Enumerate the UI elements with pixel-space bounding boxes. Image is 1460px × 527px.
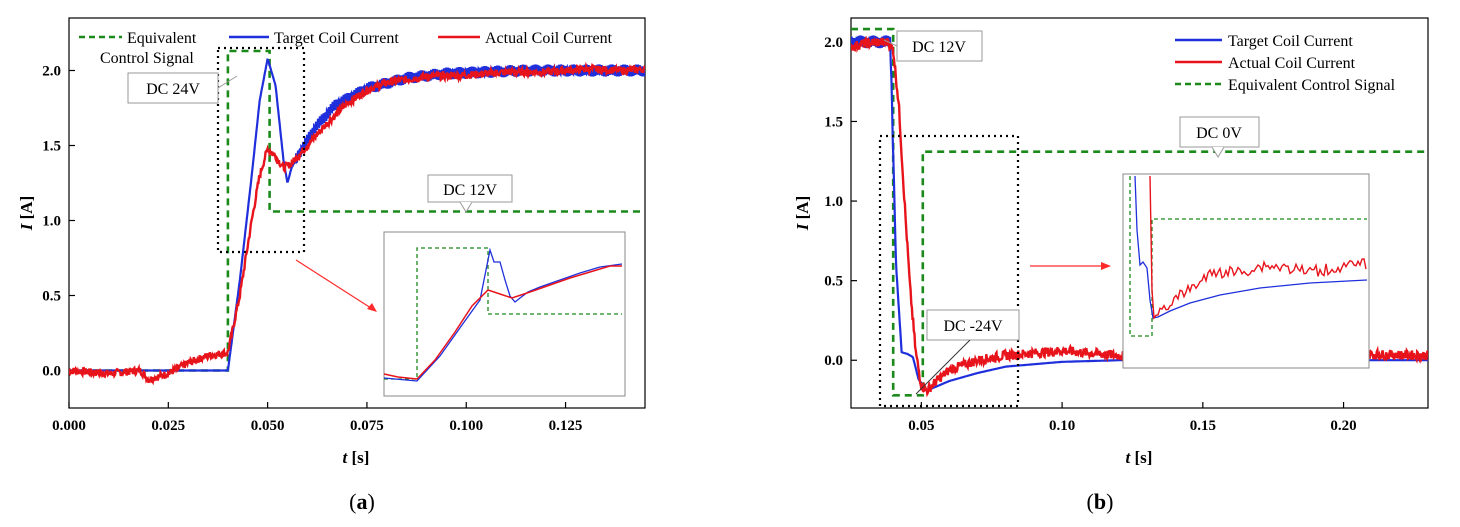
panel-a-inset <box>383 231 626 397</box>
x-tick-label: 0.15 <box>1190 418 1216 434</box>
y-tick-label: 0.0 <box>42 364 61 380</box>
callout-a2-text: DC 12V <box>443 182 497 199</box>
panel-b-inset-frame <box>1122 173 1370 369</box>
panel-a-xlabel: t [s] <box>343 448 370 467</box>
legend-b-actual: Actual Coil Current <box>1228 55 1356 72</box>
panel-a-ylabel: I [A] <box>17 196 36 231</box>
inset-a-control-line <box>384 247 622 380</box>
inset-b-target-line <box>1134 175 1368 319</box>
x-tick-label: 0.125 <box>549 418 583 434</box>
legend-a-control-1: Equivalent <box>127 30 197 47</box>
panel-a-zoom-arrowhead <box>367 303 377 312</box>
y-tick-label: 0.5 <box>42 289 61 305</box>
callout-dc24v: DC 24V <box>127 72 238 104</box>
legend-a-target: Target Coil Current <box>274 30 399 47</box>
x-tick-label: 0.10 <box>1049 418 1075 434</box>
panel-a-series <box>69 49 645 386</box>
x-tick-label: 0.20 <box>1330 418 1356 434</box>
x-tick-label: 0.000 <box>52 418 86 434</box>
panel-b-plot-frame <box>850 17 1429 409</box>
panel-b-zoom-box <box>878 134 1020 408</box>
legend-a-control-2: Control Signal <box>100 50 194 67</box>
y-tick-label: 2.0 <box>42 64 61 80</box>
legend-a-actual: Actual Coil Current <box>485 30 613 47</box>
panel-a: 0.000 0.025 0.050 0.075 0.100 0.125 0.0 0.5 1.0 1… <box>17 17 646 514</box>
inset-b-actual-line <box>1149 175 1367 320</box>
callout-dc12v-a: DC 12V <box>427 174 513 213</box>
panel-b-ylabel: I [A] <box>793 196 812 231</box>
callout-dc-24v: DC -24V <box>915 309 1020 395</box>
inset-a-target-line <box>383 247 623 382</box>
callout-dc0v: DC 0V <box>1179 116 1260 158</box>
panel-b: 0.05 0.10 0.15 0.20 0.0 0.5 1.0 1.5 2.0 DC 12V D… <box>793 17 1429 514</box>
x-tick-label: 0.075 <box>350 418 384 434</box>
y-tick-label: 2.0 <box>824 35 843 51</box>
callout-a1-text: DC 24V <box>146 81 200 98</box>
x-tick-label: 0.025 <box>151 418 185 434</box>
panel-b-legend: Target Coil Current Actual Coil Current … <box>1175 33 1396 94</box>
panel-b-xlabel: t [s] <box>1126 448 1153 467</box>
callout-b1-text: DC 12V <box>912 39 966 56</box>
y-tick-label: 1.5 <box>824 114 843 130</box>
panel-a-legend: Equivalent Control Signal Target Coil Cu… <box>79 30 613 67</box>
x-tick-label: 0.050 <box>251 418 285 434</box>
panel-a-zoom-box <box>216 46 306 254</box>
callout-b2-text: DC 0V <box>1196 125 1242 142</box>
y-tick-label: 1.0 <box>824 194 843 210</box>
legend-b-control: Equivalent Control Signal <box>1228 77 1396 94</box>
inset-a-actual-line <box>383 265 622 380</box>
callout-dc12v-b: DC 12V <box>883 30 983 62</box>
caption-b: (b) <box>1087 489 1114 514</box>
y-tick-label: 0.5 <box>824 274 843 290</box>
panel-b-zoom-arrowhead <box>1101 262 1111 270</box>
caption-a: (a) <box>349 489 375 514</box>
y-tick-label: 1.5 <box>42 139 61 155</box>
legend-b-target: Target Coil Current <box>1228 33 1353 50</box>
y-tick-label: 1.0 <box>42 214 61 230</box>
panel-a-zoom-arrow <box>295 259 375 311</box>
series-a-actual-coil-current <box>69 61 645 386</box>
inset-b-control-line <box>1129 176 1367 337</box>
panel-b-inset <box>1122 173 1370 369</box>
callout-b3-text: DC -24V <box>943 318 1003 335</box>
series-b-control-signal <box>851 27 1428 397</box>
panel-a-ticks: 0.000 0.025 0.050 0.075 0.100 0.125 0.0 0.5 1.0 1… <box>42 64 582 435</box>
y-tick-label: 0.0 <box>824 353 843 369</box>
x-tick-label: 0.100 <box>449 418 483 434</box>
x-tick-label: 0.05 <box>908 418 934 434</box>
panel-a-plot-frame <box>68 17 646 409</box>
